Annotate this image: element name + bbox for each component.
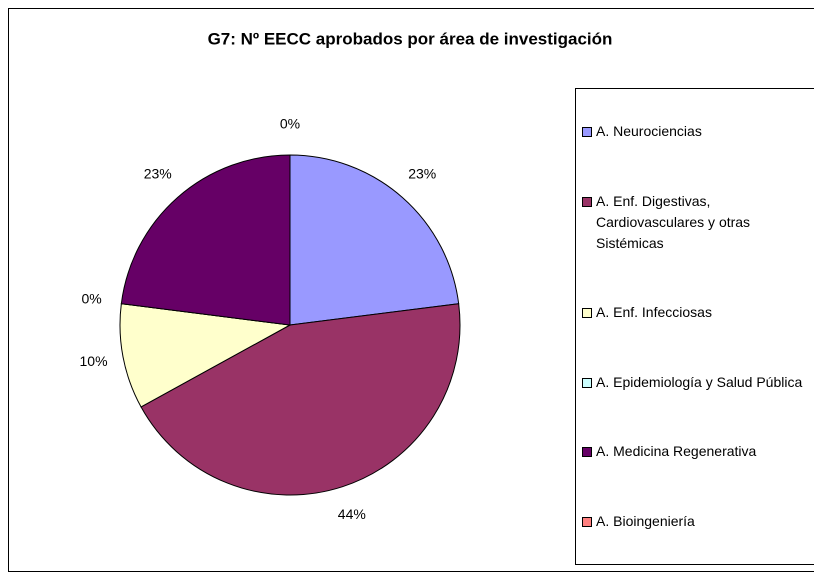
legend-label: A. Medicina Regenerativa xyxy=(596,443,757,460)
pie-slice xyxy=(289,154,460,326)
pie-slice xyxy=(120,154,291,326)
legend-label: A. Neurociencias xyxy=(596,123,702,140)
legend-item: A. Enf. Infecciosas xyxy=(582,302,812,323)
legend-label: A. Enf. Digestivas, Cardiovasculares y o… xyxy=(596,192,751,251)
legend-item: A. Medicina Regenerativa xyxy=(582,441,812,462)
legend-swatch xyxy=(582,516,592,527)
data-label: 44% xyxy=(338,506,366,522)
legend-swatch xyxy=(582,196,592,207)
legend-label: A. Bioingeniería xyxy=(596,512,695,529)
pie-slice xyxy=(119,303,292,408)
legend-swatch xyxy=(582,447,592,458)
data-label: 23% xyxy=(408,166,436,182)
legend-item: A. Enf. Digestivas, Cardiovasculares y o… xyxy=(582,191,812,254)
data-label: 0% xyxy=(81,291,101,307)
pie-slice xyxy=(140,303,461,496)
data-label: 23% xyxy=(144,166,172,182)
legend-item: A. Neurociencias xyxy=(582,121,812,142)
legend-item: A. Epidemiología y Salud Pública xyxy=(582,372,812,393)
legend-swatch xyxy=(582,308,592,319)
legend-item: A. Bioingeniería xyxy=(582,511,812,532)
legend-swatch xyxy=(582,127,592,138)
data-label: 10% xyxy=(80,353,108,369)
legend-label: A. Epidemiología y Salud Pública xyxy=(596,373,803,390)
frame xyxy=(8,8,814,572)
legend-label: A. Enf. Infecciosas xyxy=(596,304,712,321)
chart-title: G7: Nº EECC aprobados por área de invest… xyxy=(208,29,613,48)
legend-swatch xyxy=(582,377,592,388)
legend: A. Neurociencias A. Enf. Digestivas, Card… xyxy=(575,88,814,565)
data-label: 0% xyxy=(280,116,300,132)
